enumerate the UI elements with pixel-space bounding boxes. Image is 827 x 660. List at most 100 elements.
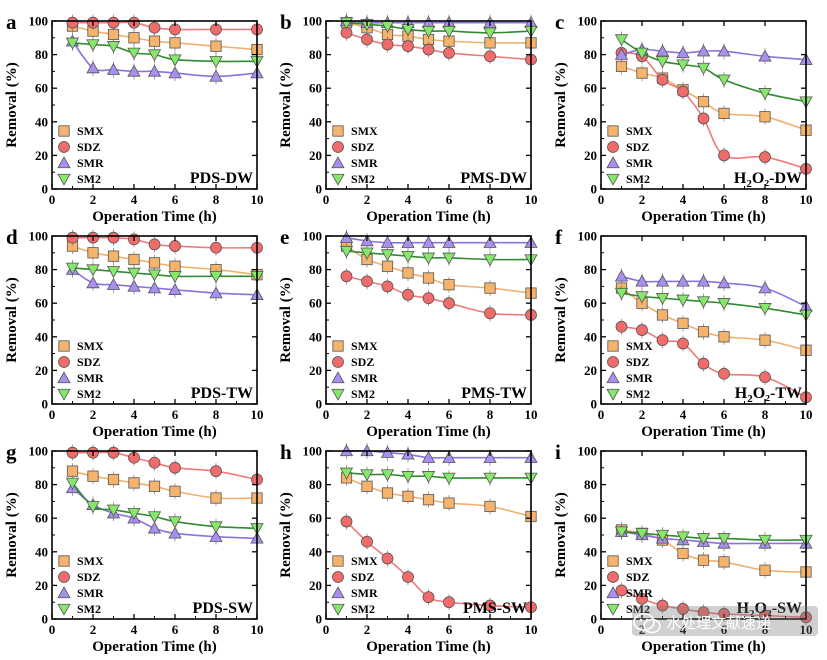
legend-label-smx: SMX (351, 339, 378, 353)
point-sm2 (696, 296, 711, 309)
legend-marker-sm2 (606, 173, 620, 186)
legend: SMX SDZ SMR SM2 (606, 554, 653, 616)
legend-label-smr: SMR (626, 586, 653, 600)
point-sm2 (483, 27, 497, 40)
x-tick-label: 0 (323, 192, 330, 207)
fit-line-sm2 (346, 21, 532, 34)
legend-marker-sm2 (57, 603, 71, 616)
legend-marker-smx (58, 555, 70, 567)
legend-marker-sdz (332, 571, 344, 583)
point-smr (209, 529, 223, 542)
y-tick-label: 40 (309, 114, 322, 129)
point-sm2 (65, 37, 80, 50)
point-sm2 (655, 56, 670, 69)
point-sm2 (635, 47, 649, 60)
point-sm2 (717, 298, 731, 311)
legend-label-smx: SMX (626, 554, 653, 568)
point-smr (380, 445, 395, 458)
point-smr (168, 66, 182, 79)
condition-tail: O₂-DW (752, 170, 802, 187)
legend-label-smr: SMR (626, 371, 653, 385)
y-tick-label: 60 (309, 81, 322, 96)
y-tick-label: 0 (42, 397, 49, 412)
legend-label-smr: SMR (77, 586, 104, 600)
point-smx (128, 477, 140, 489)
point-smx (697, 96, 710, 108)
x-tick-label: 2 (364, 407, 371, 422)
point-sm2 (442, 472, 456, 485)
x-axis-label: Operation Time (h) (641, 639, 765, 655)
x-axis-label: Operation Time (h) (366, 639, 490, 655)
condition-label: PMS-DW (460, 170, 527, 187)
x-tick-label: 10 (251, 622, 264, 637)
point-sdz (381, 552, 394, 565)
x-tick-label: 0 (598, 192, 605, 207)
point-sm2 (86, 39, 100, 52)
point-smr (127, 64, 141, 77)
fit-line-smx (621, 65, 807, 131)
panel-label: f (555, 225, 563, 249)
point-sm2 (655, 292, 670, 305)
y-tick-label: 80 (35, 262, 48, 277)
point-smx (677, 547, 689, 560)
fit-line-sm2 (72, 267, 257, 278)
legend-marker-smr (606, 586, 620, 599)
point-smr (483, 235, 497, 248)
fit-line-smr (72, 268, 258, 296)
condition-sub: 2 (749, 608, 755, 620)
x-tick-label: 0 (598, 407, 605, 422)
legend-label-sm2: SM2 (351, 602, 375, 616)
legend-label-smx: SMX (351, 124, 378, 138)
y-tick-label: 0 (591, 397, 598, 412)
point-sm2 (86, 501, 100, 514)
point-smr (758, 281, 772, 294)
condition-base: H (737, 600, 750, 617)
fit-line-sm2 (621, 38, 807, 103)
x-tick-label: 6 (721, 407, 728, 422)
y-tick-label: 20 (309, 148, 322, 163)
point-smr (168, 282, 182, 295)
x-tick-label: 4 (131, 622, 138, 637)
panel-label: h (280, 440, 292, 464)
legend-label-smx: SMX (77, 554, 104, 568)
condition-label: PDS-DW (190, 170, 253, 187)
point-smr (421, 450, 436, 463)
y-tick-label: 60 (309, 511, 322, 526)
point-smx (759, 564, 771, 576)
legend: SMX SDZ SMR SM2 (331, 554, 378, 616)
y-tick-label: 40 (584, 544, 597, 559)
fit-line-sm2 (346, 472, 531, 479)
point-sdz (636, 324, 648, 336)
x-tick-label: 0 (598, 622, 605, 637)
x-axis-label: Operation Time (h) (641, 209, 765, 225)
fit-line-sdz (72, 236, 258, 249)
series-sm2 (614, 523, 813, 549)
legend-marker-sm2 (331, 388, 345, 401)
legend-marker-sm2 (606, 603, 620, 616)
point-smr (339, 230, 354, 243)
point-sdz (759, 151, 771, 163)
point-smx (422, 272, 435, 284)
legend-marker-smx (58, 125, 70, 137)
series-sdz (615, 318, 812, 406)
x-axis-label: Operation Time (h) (92, 424, 216, 440)
x-tick-label: 0 (323, 622, 330, 637)
legend-marker-sdz (607, 141, 619, 153)
legend-label-sm2: SM2 (351, 172, 375, 186)
y-tick-label: 40 (309, 329, 322, 344)
x-tick-label: 2 (639, 407, 646, 422)
point-smr (106, 277, 121, 290)
legend-marker-sm2 (57, 388, 71, 401)
point-sdz (443, 47, 455, 59)
point-sm2 (339, 467, 354, 480)
point-sm2 (696, 533, 711, 546)
point-sdz (718, 149, 730, 162)
point-smr (483, 450, 497, 463)
x-tick-label: 6 (172, 407, 179, 422)
y-tick-label: 80 (584, 477, 597, 492)
point-sm2 (127, 507, 141, 520)
